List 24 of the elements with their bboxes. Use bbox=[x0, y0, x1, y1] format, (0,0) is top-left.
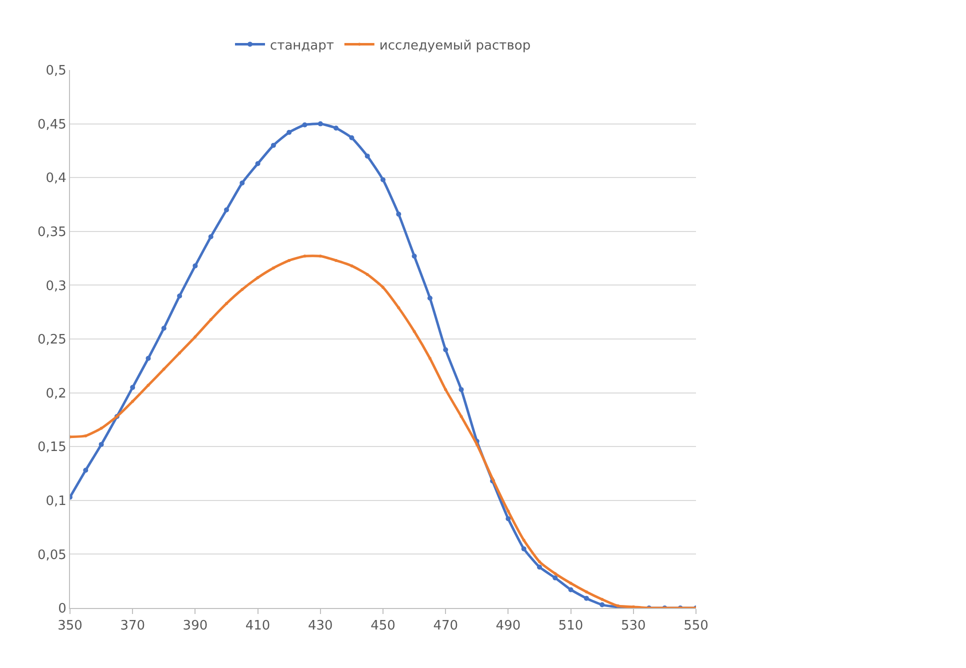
y-tick-label: 0,3 bbox=[46, 278, 66, 294]
x-tick-label: 490 bbox=[496, 618, 521, 634]
x-tick-label: 350 bbox=[58, 618, 82, 634]
y-tick-label: 0 bbox=[58, 602, 66, 617]
x-tick-label: 510 bbox=[558, 618, 584, 634]
x-tick-label: 550 bbox=[684, 618, 708, 634]
x-tick-label: 410 bbox=[245, 618, 270, 634]
x-tick-label: 450 bbox=[370, 618, 396, 634]
y-tick-label: 0,1 bbox=[46, 494, 66, 509]
x-tick-label: 470 bbox=[433, 618, 458, 634]
y-tick-label: 0,15 bbox=[37, 440, 66, 456]
x-tick-label: 370 bbox=[120, 618, 146, 634]
y-tick-label: 0,4 bbox=[46, 171, 66, 186]
legend-label: исследуемый раствор bbox=[379, 38, 531, 54]
y-tick-label: 0,2 bbox=[46, 386, 66, 402]
y-tick-label: 0,35 bbox=[37, 224, 66, 240]
y-tick-label: 0,05 bbox=[37, 548, 66, 563]
y-tick-label: 0,45 bbox=[37, 117, 66, 132]
x-tick-label: 390 bbox=[182, 618, 208, 634]
x-tick-label: 430 bbox=[308, 618, 333, 634]
y-tick-label: 0,25 bbox=[37, 332, 66, 348]
y-tick-label: 0,5 bbox=[46, 64, 66, 79]
x-tick-label: 530 bbox=[620, 618, 646, 634]
legend-label: стандарт bbox=[270, 38, 334, 54]
